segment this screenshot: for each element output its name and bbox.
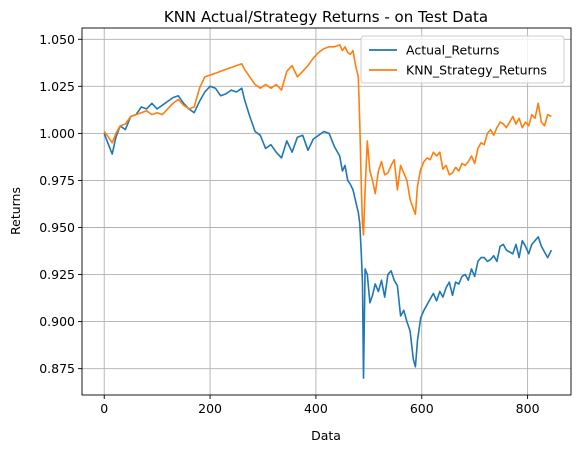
- x-axis-ticks: 0 200 400 600 800: [100, 395, 540, 416]
- x-axis-label: Data: [311, 428, 341, 443]
- x-tick-label: 600: [410, 401, 434, 416]
- y-tick-label: 0.950: [39, 220, 75, 235]
- x-tick-label: 0: [100, 401, 108, 416]
- y-tick-label: 0.925: [39, 267, 75, 282]
- legend-label: Actual_Returns: [406, 43, 499, 58]
- y-tick-label: 1.050: [39, 32, 75, 47]
- y-axis-label: Returns: [8, 187, 23, 235]
- chart-title: KNN Actual/Strategy Returns - on Test Da…: [164, 8, 488, 26]
- plot-frame: [81, 27, 572, 396]
- series-line-actual-returns: [103, 85, 553, 379]
- y-tick-label: 1.025: [39, 79, 75, 94]
- x-tick-label: 200: [198, 401, 222, 416]
- x-tick-label: 400: [304, 401, 328, 416]
- series-line-knn-strategy-returns: [103, 44, 552, 236]
- legend: Actual_Returns KNN_Strategy_Returns: [360, 35, 565, 84]
- y-tick-label: 0.975: [39, 173, 75, 188]
- y-tick-label: 1.000: [39, 126, 75, 141]
- y-tick-label: 0.875: [39, 361, 75, 376]
- y-tick-label: 0.900: [39, 314, 75, 329]
- series-lines: [103, 44, 553, 379]
- x-tick-label: 800: [516, 401, 540, 416]
- y-axis-ticks: 0.875 0.900 0.925 0.950 0.975 1.000 1.025 1.050: [39, 32, 82, 376]
- legend-box: [360, 35, 565, 84]
- legend-label: KNN_Strategy_Returns: [406, 63, 547, 78]
